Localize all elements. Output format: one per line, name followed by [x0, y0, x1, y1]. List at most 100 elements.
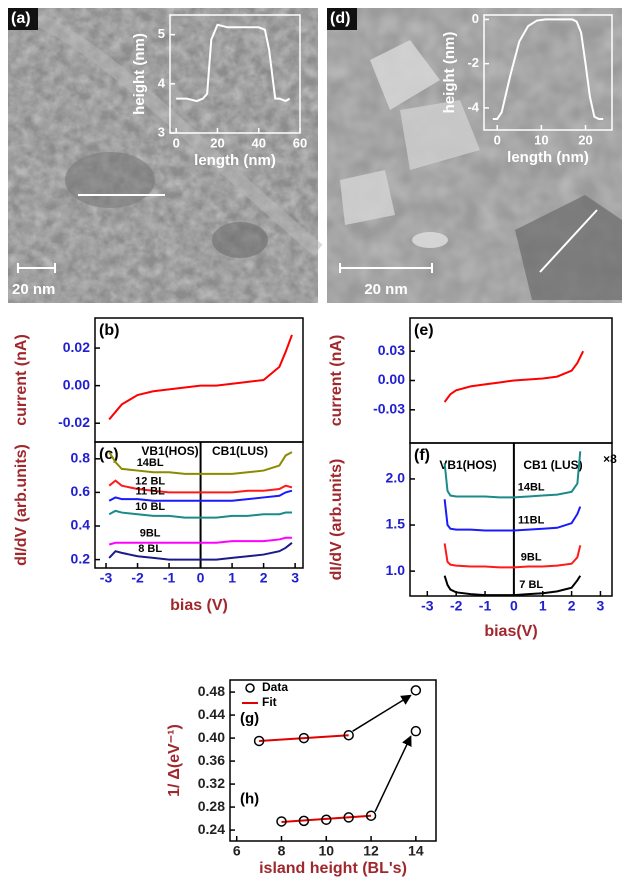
x-tick-label: 2 — [260, 570, 268, 586]
annotation: VB1(HOS) — [439, 458, 496, 472]
y-tick-label: 1.5 — [386, 516, 406, 532]
arrow — [375, 736, 411, 812]
y-tick-label: 0.02 — [63, 339, 90, 355]
legend-marker — [246, 684, 254, 692]
x-tick-label: -3 — [421, 598, 434, 614]
data-line — [445, 576, 581, 595]
panel-label: (b) — [99, 322, 119, 339]
data-line — [445, 543, 581, 567]
x-tick-label: -2 — [450, 598, 463, 614]
x-tick-label: 12 — [363, 843, 379, 859]
x-tick-label: 14 — [408, 843, 424, 859]
x-axis-label: bias (V) — [170, 597, 228, 614]
data-point — [411, 686, 420, 695]
y-tick-label: 0.36 — [198, 752, 225, 768]
x-axis-label: length (nm) — [507, 149, 589, 166]
x-tick-label: 8 — [278, 843, 286, 859]
series-label: 8 BL — [138, 543, 162, 555]
y-tick-label: 0.28 — [198, 798, 225, 814]
y-tick-label: -0.03 — [373, 401, 405, 417]
x-tick-label: 10 — [534, 132, 548, 147]
x-tick-label: 6 — [233, 843, 241, 859]
x-tick-label: -3 — [100, 570, 113, 586]
data-line — [445, 351, 584, 402]
series-label: 10 BL — [135, 501, 165, 513]
y-axis-label: current (nA) — [328, 335, 345, 427]
y-tick-label: 2.0 — [386, 470, 406, 486]
series-label: 11BL — [518, 515, 545, 527]
x-tick-label: 40 — [251, 135, 265, 150]
x-tick-label: 10 — [318, 843, 334, 859]
annotation: CB1(LUS) — [212, 444, 268, 458]
annotation: CB1 (LUS) — [523, 458, 582, 472]
y-tick-label: -4 — [467, 99, 479, 114]
x-tick-label: 0 — [173, 135, 180, 150]
x-tick-label: 0 — [197, 570, 205, 586]
x-tick-label: 20 — [210, 135, 224, 150]
series-label: 9BL — [521, 551, 542, 563]
y-tick-label: 0.00 — [63, 376, 90, 392]
fit-line — [259, 735, 349, 741]
y-axis-label: dI/dV (arb.units) — [328, 459, 345, 581]
fit-line — [282, 816, 372, 822]
y-axis-label: 1/ Δ(eV⁻¹) — [166, 724, 183, 797]
series-label: (h) — [240, 790, 259, 807]
y-tick-label: 0.40 — [198, 729, 225, 745]
x-tick-label: 3 — [291, 570, 299, 586]
y-tick-label: 0.4 — [71, 517, 91, 533]
series-label: 14BL — [518, 481, 545, 493]
series-label: (g) — [240, 710, 259, 727]
y-tick-label: 0.00 — [378, 371, 405, 387]
y-tick-label: 3 — [158, 124, 165, 139]
x-axis-label: bias(V) — [484, 623, 537, 640]
figure: (a) 20 nm (d) 20 nm 0204060345length (nm… — [0, 0, 629, 884]
x-tick-label: 0 — [510, 598, 518, 614]
x-tick-label: 20 — [578, 132, 592, 147]
y-tick-label: -2 — [467, 55, 479, 70]
x-tick-label: -1 — [479, 598, 492, 614]
arrow — [353, 695, 411, 731]
y-axis-label: height (nm) — [131, 33, 148, 115]
y-tick-label: 0.6 — [71, 483, 91, 499]
y-tick-label: 0.2 — [71, 550, 91, 566]
panel-label: (e) — [414, 322, 434, 339]
x-axis-label: island height (BL's) — [259, 860, 407, 877]
y-tick-label: 0.03 — [378, 342, 405, 358]
scale-bar-label: 20 nm — [364, 281, 407, 298]
x-tick-label: 3 — [597, 598, 605, 614]
x-tick-label: 1 — [228, 570, 236, 586]
y-axis-label: current (nA) — [13, 334, 30, 426]
series-label: 9BL — [140, 528, 161, 540]
annotation: VB1(HOS) — [141, 444, 198, 458]
y-tick-label: 0.44 — [198, 706, 225, 722]
x-axis-label: length (nm) — [194, 152, 276, 169]
x-tick-label: 1 — [539, 598, 547, 614]
x-tick-label: 0 — [494, 132, 501, 147]
y-tick-label: 0.48 — [198, 683, 225, 699]
plot-frame — [95, 318, 303, 442]
data-line — [445, 499, 581, 530]
series-label: 7 BL — [519, 579, 543, 591]
y-axis-label: height (nm) — [441, 32, 458, 114]
y-tick-label: 1.0 — [386, 562, 406, 578]
plot-frame — [95, 442, 303, 568]
x-tick-label: -1 — [163, 570, 176, 586]
y-tick-label: 5 — [158, 26, 165, 41]
y-tick-label: 4 — [158, 75, 166, 90]
legend-label: Fit — [262, 695, 277, 709]
scale-bar-label: 20 nm — [12, 281, 55, 298]
legend-label: Data — [262, 680, 288, 694]
y-tick-label: 0.32 — [198, 775, 225, 791]
x-tick-label: 2 — [568, 598, 576, 614]
series-label: 11 BL — [135, 486, 165, 498]
data-line — [109, 335, 292, 420]
plot-frame — [230, 680, 436, 841]
y-tick-label: 0 — [472, 11, 479, 26]
panel-label: (d) — [330, 10, 350, 27]
y-tick-label: 0.8 — [71, 450, 91, 466]
panel-label: (f) — [414, 447, 430, 464]
series-label: 14BL — [137, 457, 164, 469]
y-tick-label: 0.24 — [198, 821, 225, 837]
y-tick-label: -0.02 — [58, 414, 90, 430]
data-point — [411, 727, 420, 736]
